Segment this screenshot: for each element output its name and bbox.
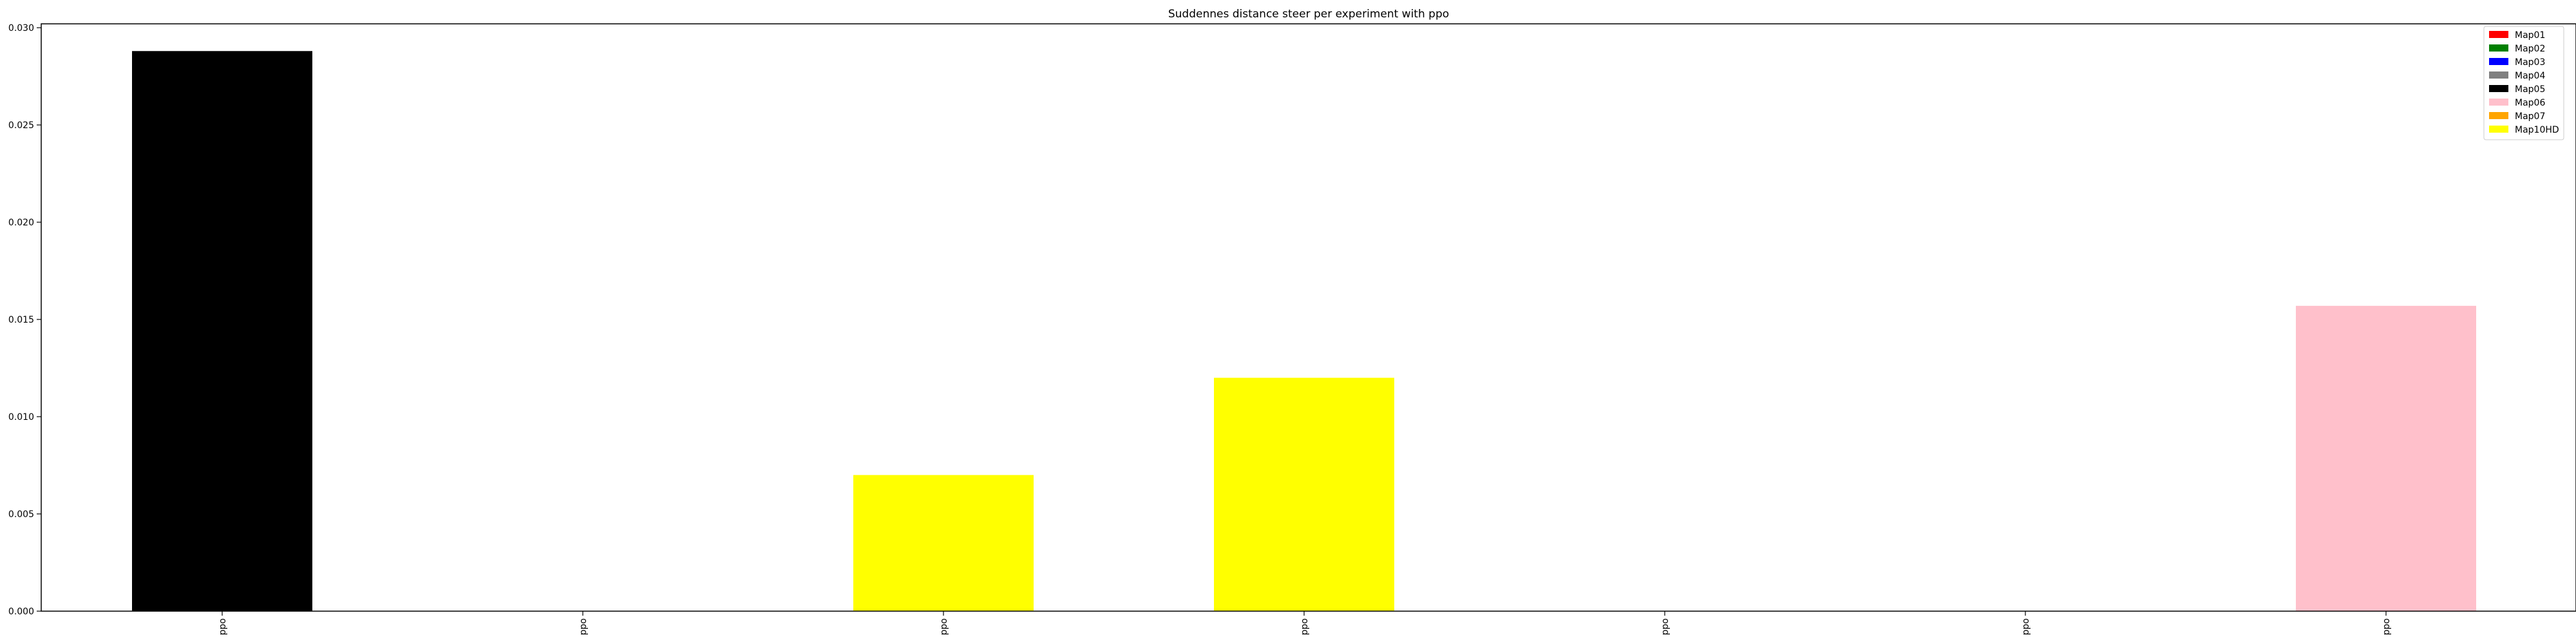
legend-label: Map02: [2515, 44, 2545, 54]
legend-swatch: [2489, 126, 2508, 133]
legend-swatch: [2489, 58, 2508, 65]
x-tick-label: ppo: [2382, 618, 2392, 635]
bar: [132, 51, 312, 612]
x-tick-label: ppo: [2021, 618, 2031, 635]
y-tick-label: 0.005: [8, 509, 34, 520]
legend-swatch: [2489, 71, 2508, 79]
bars-layer: [132, 51, 2476, 612]
legend-swatch: [2489, 44, 2508, 52]
legend-swatch: [2489, 85, 2508, 92]
y-tick-label: 0.030: [8, 23, 34, 33]
legend-frame: [2483, 26, 2564, 140]
x-tick-label: ppo: [939, 618, 949, 635]
legend: Map01 Map02 Map03 Map04 Map05 Map06 Map07 Map10…: [2483, 26, 2564, 140]
y-tick-label: 0.010: [8, 412, 34, 422]
bar: [853, 475, 1034, 611]
bar: [2296, 305, 2476, 611]
legend-label: Map10HD: [2515, 125, 2559, 135]
plot-frame: [41, 23, 2576, 612]
legend-label: Map04: [2515, 71, 2545, 81]
x-tick-label: ppo: [1300, 618, 1310, 635]
legend-label: Map03: [2515, 57, 2545, 68]
bar: [1214, 377, 1394, 611]
legend-swatch: [2489, 99, 2508, 106]
x-axis: ppo ppo ppo ppo ppo ppo ppo: [218, 611, 2392, 635]
legend-label: Map07: [2515, 111, 2545, 122]
legend-label: Map01: [2515, 30, 2545, 41]
x-tick-label: ppo: [578, 618, 589, 635]
chart-title: Suddennes distance steer per experiment …: [1168, 8, 1449, 21]
legend-swatch: [2489, 112, 2508, 119]
x-tick-label: ppo: [1660, 618, 1671, 635]
legend-label: Map05: [2515, 84, 2545, 95]
x-tick-label: ppo: [218, 618, 228, 635]
y-tick-label: 0.000: [8, 607, 34, 617]
y-tick-label: 0.015: [8, 315, 34, 325]
legend-label: Map06: [2515, 98, 2545, 108]
y-tick-label: 0.025: [8, 120, 34, 131]
y-tick-label: 0.020: [8, 218, 34, 228]
legend-swatch: [2489, 31, 2508, 38]
y-axis: 0.000 0.005 0.010 0.015 0.020 0.025 0.030: [8, 23, 41, 617]
